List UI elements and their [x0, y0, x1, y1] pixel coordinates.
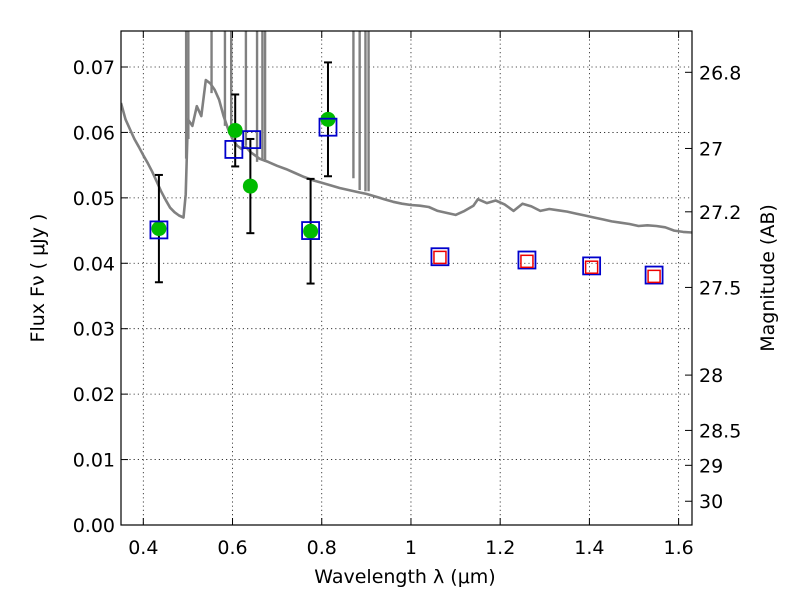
y-tick-label: 0.05 — [73, 188, 115, 210]
observed-point — [151, 221, 167, 237]
observed-point — [303, 223, 319, 239]
plot-frame — [120, 30, 693, 526]
y-tick-label: 0.00 — [73, 515, 115, 537]
x-tick-label: 0.4 — [128, 537, 158, 559]
x-tick-label: 0.8 — [307, 537, 337, 559]
predicted-band-square — [584, 260, 599, 274]
model-sed-line — [121, 78, 692, 234]
observed-point — [227, 122, 243, 138]
y-tick-label: 0.03 — [73, 319, 115, 341]
y-tick-label: 0.07 — [73, 57, 115, 79]
y-tick-label: 0.04 — [73, 253, 115, 275]
model-band-square — [517, 250, 537, 270]
x-tick-label: 1.6 — [664, 537, 694, 559]
model-sed-layer — [121, 31, 692, 234]
model-band-square — [582, 256, 602, 276]
model-band-square — [430, 247, 450, 267]
y2-tick-label: 26.8 — [699, 62, 741, 84]
y2-tick-label: 27 — [699, 138, 723, 160]
x-axis-label: Wavelength λ (μm) — [314, 566, 495, 588]
model-band-layer — [149, 117, 664, 285]
model-band-square — [318, 117, 338, 137]
predicted-band-square — [647, 269, 661, 284]
y2-tick-label: 27.5 — [699, 277, 741, 299]
predicted-band-layer — [433, 250, 661, 284]
y2-tick-label: 29 — [699, 455, 723, 477]
y2-axis-label: Magnitude (AB) — [757, 204, 779, 352]
x-tick-label: 0.6 — [217, 537, 247, 559]
y2-tick-label: 30 — [699, 491, 723, 513]
y2-tick-label: 28 — [699, 365, 723, 387]
y2-tick-label: 27.2 — [699, 202, 741, 224]
y-tick-label: 0.01 — [73, 450, 115, 472]
y-tick-label: 0.06 — [73, 122, 115, 144]
x-tick-label: 1.4 — [574, 537, 604, 559]
error-bar-layer — [154, 61, 332, 285]
grid-lines — [121, 31, 692, 526]
y-tick-label: 0.02 — [73, 384, 115, 406]
axis-ticks: 0.4 0.6 0.8 1 1.2 1.4 1.6 0.00 0.01 0.02 0.03 0.04 0… — [73, 31, 741, 559]
x-tick-label: 1.2 — [485, 537, 515, 559]
predicted-band-square — [520, 254, 534, 269]
model-band-square — [644, 265, 664, 285]
x-tick-label: 1 — [405, 537, 417, 559]
model-band-square — [149, 220, 169, 240]
model-band-square — [301, 221, 320, 240]
y-axis-label: Flux Fν ( μJy ) — [27, 214, 49, 343]
model-band-square — [242, 130, 262, 150]
observed-point — [242, 178, 258, 194]
model-band-square — [224, 140, 244, 159]
y2-tick-label: 28.5 — [699, 420, 741, 442]
predicted-band-square — [433, 250, 447, 265]
plot-area — [121, 31, 692, 285]
